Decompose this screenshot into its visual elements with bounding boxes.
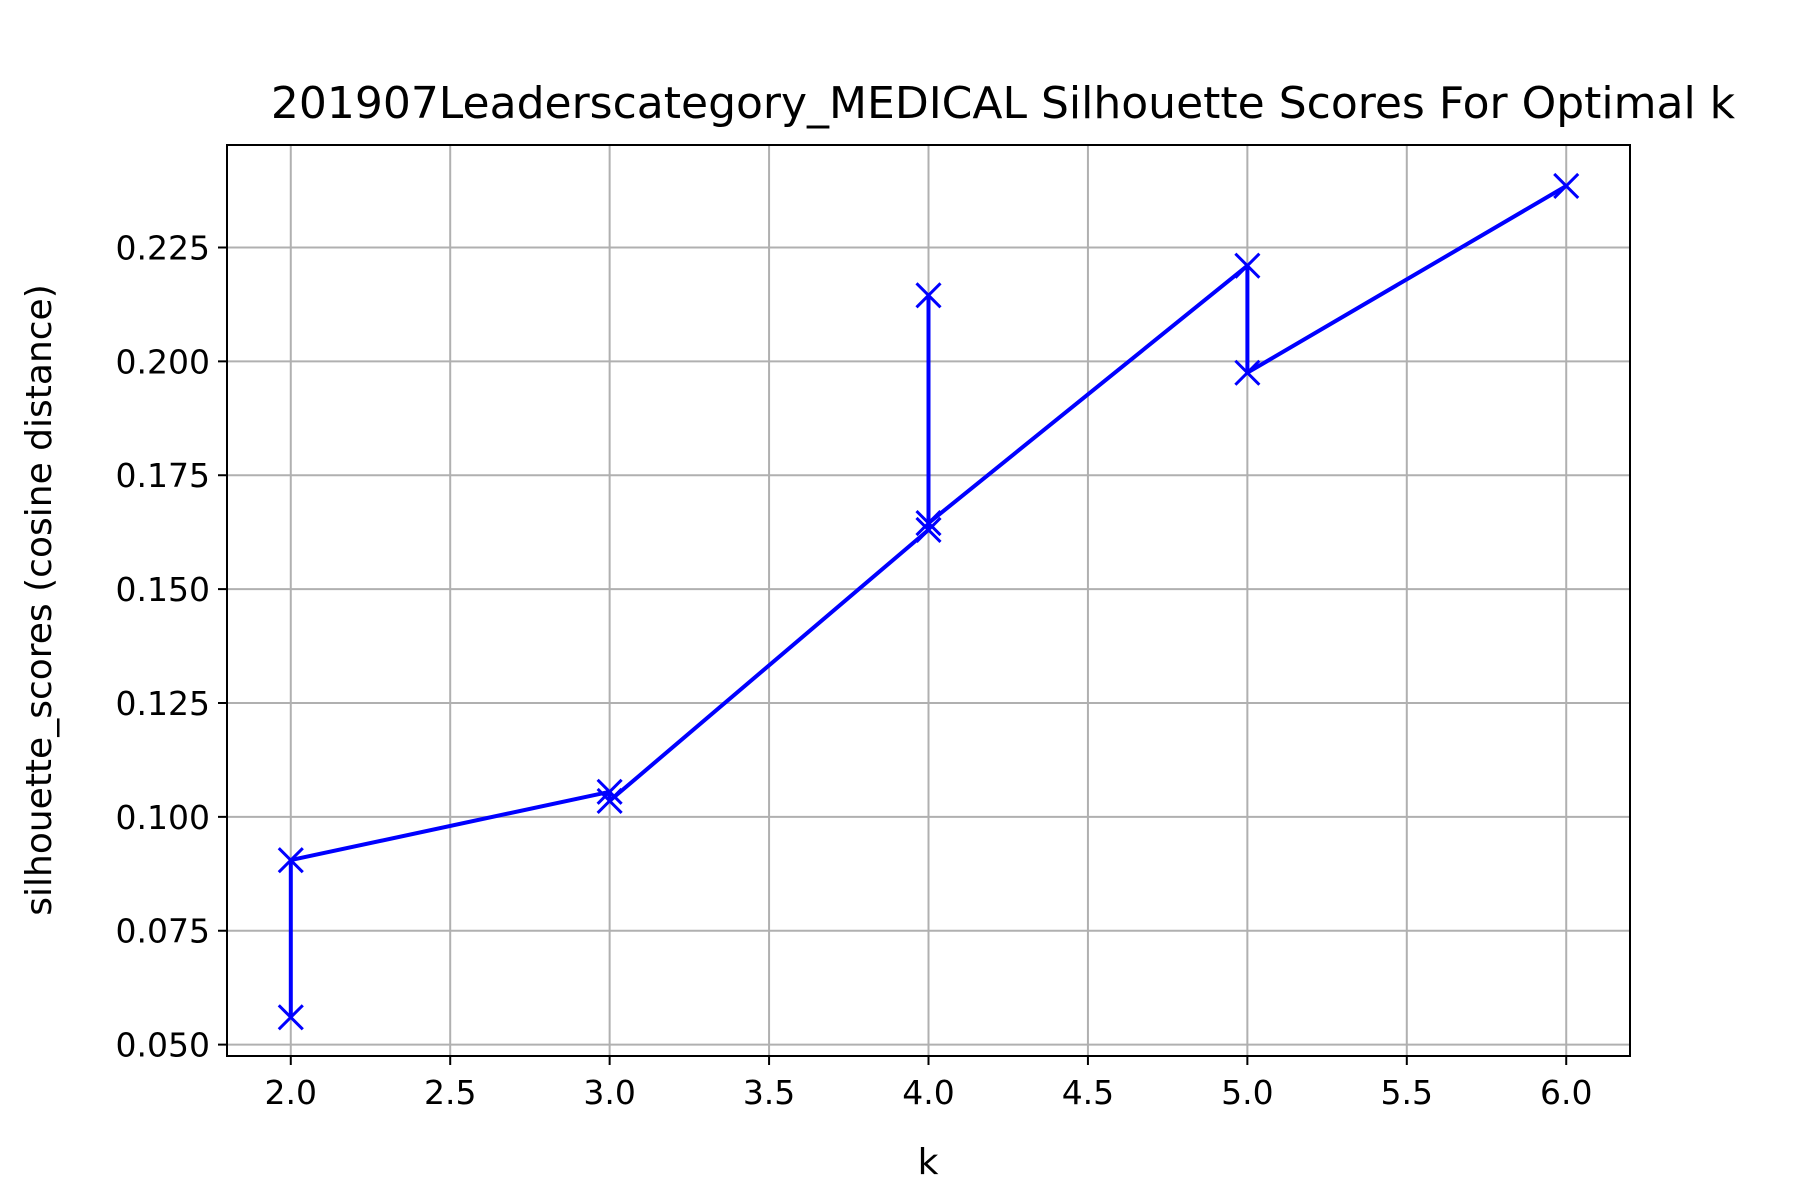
data-point-marker (915, 282, 942, 309)
x-tick-label: 6.0 (1540, 1073, 1592, 1112)
y-tick-label: 0.150 (116, 570, 210, 609)
data-point-marker (1553, 172, 1580, 200)
series-line (288, 184, 1568, 1018)
x-axis-label: k (918, 1142, 939, 1183)
x-tick-label: 3.0 (583, 1073, 635, 1112)
x-tick-label: 2.5 (424, 1073, 476, 1112)
data-point-marker (1234, 359, 1261, 386)
data-point-marker (277, 1004, 304, 1031)
chart-title: 201907Leaderscategory_MEDICAL Silhouette… (271, 78, 1736, 129)
data-point-marker (915, 510, 942, 537)
x-tick-label: 5.0 (1221, 1073, 1273, 1112)
y-axis-label: silhouette_scores (cosine distance) (19, 284, 60, 916)
plot-area-frame (226, 144, 1631, 1057)
x-tick-label: 2.0 (265, 1073, 317, 1112)
data-point-marker (915, 516, 942, 543)
x-tick-label: 4.5 (1062, 1073, 1114, 1112)
x-tick-label: 4.0 (902, 1073, 954, 1112)
grid (227, 145, 1630, 1056)
y-tick-label: 0.075 (116, 912, 210, 951)
series-layer (277, 172, 1580, 1031)
y-tick-label: 0.050 (116, 1026, 210, 1065)
data-point-marker (596, 778, 623, 805)
y-tick-label: 0.200 (116, 342, 210, 381)
y-tick-label: 0.125 (116, 684, 210, 723)
y-tick-label: 0.100 (116, 798, 210, 837)
x-tick-label: 5.5 (1381, 1073, 1433, 1112)
x-tick-label: 3.5 (743, 1073, 795, 1112)
data-point-marker (1234, 252, 1261, 279)
data-point-marker (277, 847, 304, 874)
y-tick-label: 0.225 (116, 228, 210, 267)
axis-ticks: 2.0 2.5 3.0 3.5 4.0 4.5 5.0 5.5 6.0 0.050 0.075 0.1… (116, 228, 1593, 1112)
y-tick-label: 0.175 (116, 456, 210, 495)
data-point-marker (596, 787, 623, 814)
